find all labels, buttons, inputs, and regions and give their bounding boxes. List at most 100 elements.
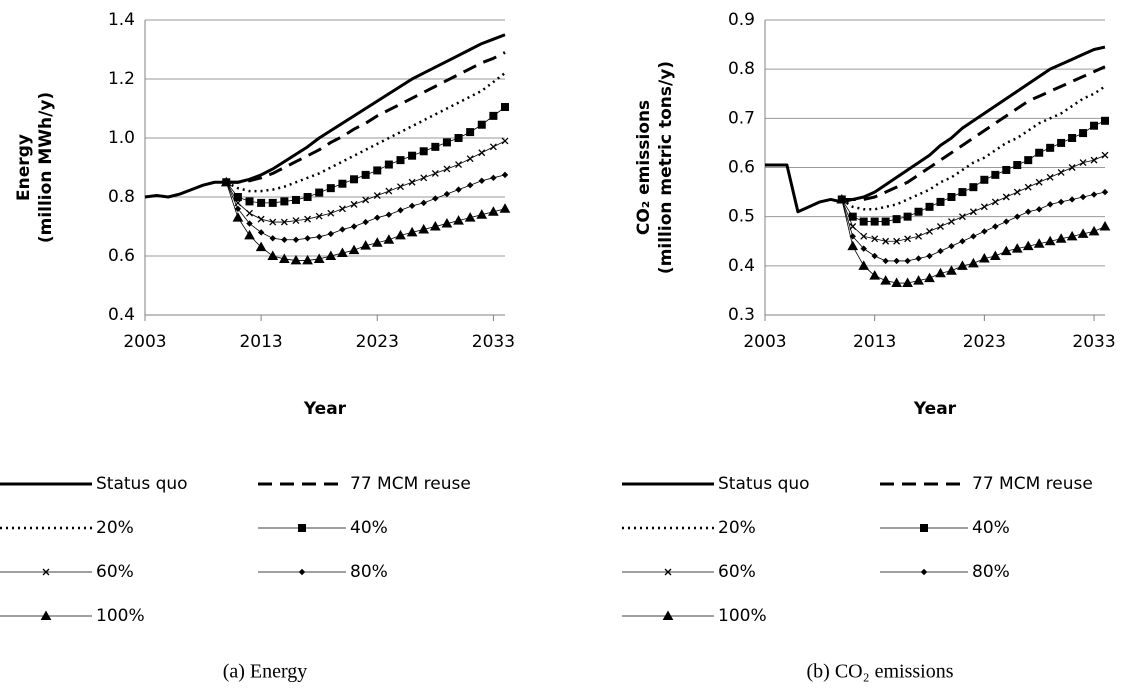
data-point: [268, 198, 277, 207]
data-point: [488, 206, 499, 216]
legend-label: 100%: [96, 606, 145, 626]
data-point: [1068, 134, 1077, 142]
data-point: [1000, 245, 1012, 256]
y-axis-label-line: (million metric tons/y): [656, 61, 676, 274]
y-tick-label: 0.5: [728, 207, 755, 227]
data-point: [315, 233, 323, 241]
data-point: [891, 277, 902, 288]
x-tick-label: 2033: [472, 332, 515, 352]
data-point: [302, 254, 313, 265]
data-point: [968, 257, 979, 268]
data-point: [245, 197, 254, 206]
data-point: [455, 186, 462, 193]
data-point: [1046, 173, 1054, 181]
y-tick-label: 1.0: [108, 128, 135, 148]
data-point: [292, 236, 300, 243]
legend-label: 77 MCM reuse: [350, 474, 471, 494]
data-point: [1066, 230, 1078, 241]
data-point: [860, 245, 867, 252]
data-point: [350, 223, 358, 230]
legend-marker: [920, 524, 928, 532]
data-point: [979, 252, 990, 263]
data-point: [926, 252, 933, 260]
legend-label: Status quo: [96, 474, 188, 494]
data-point: [339, 226, 346, 233]
data-point: [1090, 121, 1099, 130]
data-point: [315, 188, 324, 197]
data-point: [453, 215, 464, 225]
data-point: [991, 198, 999, 206]
data-point: [362, 196, 370, 204]
data-point: [1055, 233, 1067, 243]
data-point: [408, 151, 417, 160]
data-point: [234, 205, 242, 213]
data-point: [870, 217, 879, 226]
legend-label: 77 MCM reuse: [972, 474, 1093, 494]
data-point: [858, 260, 870, 270]
data-point: [326, 184, 335, 193]
data-point: [220, 176, 232, 187]
data-point: [969, 208, 977, 216]
data-point: [313, 253, 325, 263]
data-point: [1046, 143, 1055, 152]
data-point: [848, 212, 857, 221]
legend-marker: [298, 524, 306, 532]
data-point: [1057, 168, 1065, 176]
data-point: [969, 183, 978, 192]
data-point: [1011, 243, 1023, 253]
series-line: [226, 51, 506, 184]
y-axis-label-line: CO₂ emissions: [634, 100, 654, 235]
data-point: [499, 203, 511, 213]
legend-label: 20%: [96, 518, 134, 538]
legend-marker: [40, 610, 52, 620]
data-point: [1101, 188, 1109, 196]
data-point: [1090, 191, 1098, 198]
data-point: [871, 252, 878, 260]
data-point: [989, 250, 1001, 260]
data-point: [361, 170, 370, 179]
data-point: [980, 175, 989, 184]
data-point: [1044, 235, 1056, 246]
data-point: [1003, 218, 1010, 225]
data-point: [373, 166, 382, 175]
data-point: [859, 217, 868, 226]
data-point: [269, 218, 277, 226]
data-point: [233, 193, 242, 201]
data-point: [350, 175, 359, 184]
data-point: [1014, 213, 1021, 220]
data-point: [442, 138, 451, 147]
data-point: [1079, 159, 1087, 167]
data-point: [1077, 228, 1089, 238]
data-point: [1068, 164, 1076, 171]
data-point: [501, 137, 509, 145]
y-axis-label-line: Energy: [14, 134, 34, 201]
x-tick-label: 2013: [239, 332, 282, 352]
data-point: [362, 218, 369, 226]
series-line: [765, 45, 1106, 214]
data-point: [337, 247, 348, 258]
data-point: [408, 178, 416, 186]
data-point: [1099, 220, 1111, 231]
data-point: [291, 195, 300, 204]
data-point: [957, 260, 968, 270]
data-point: [478, 177, 485, 184]
data-point: [915, 232, 923, 240]
data-point: [893, 237, 901, 245]
data-point: [926, 227, 933, 235]
data-point: [396, 156, 405, 165]
data-point: [893, 257, 900, 265]
series-line: [225, 174, 506, 241]
data-point: [958, 213, 966, 221]
legend-label: 80%: [972, 562, 1010, 582]
series-line: [225, 72, 506, 193]
data-point: [244, 229, 255, 240]
series-line: [841, 120, 1106, 222]
caption: (b) CO₂ emissions: [807, 661, 954, 683]
data-point: [1002, 193, 1010, 201]
legend-label: Status quo: [718, 474, 810, 494]
data-point: [947, 218, 955, 226]
data-point: [371, 237, 383, 247]
data-point: [443, 190, 451, 198]
data-point: [915, 255, 922, 262]
data-point: [489, 111, 498, 120]
